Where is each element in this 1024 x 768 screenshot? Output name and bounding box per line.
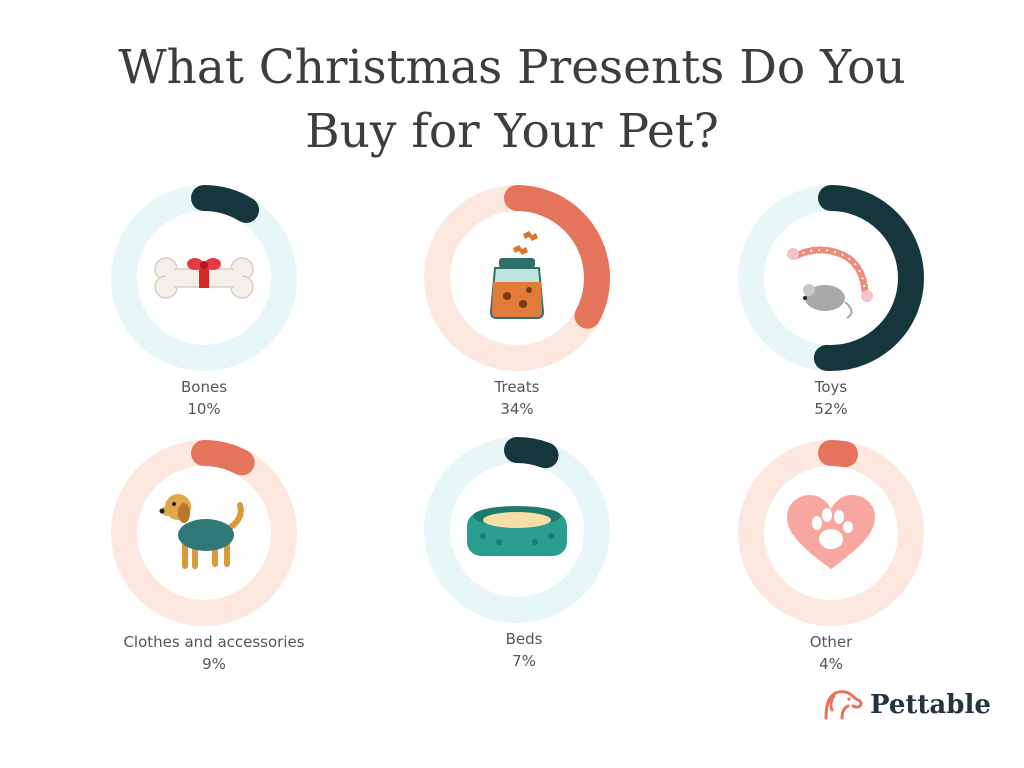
donut-arc-treats bbox=[424, 185, 610, 371]
category-name: Toys bbox=[814, 378, 848, 396]
donut-arc-clothes-and-accessories bbox=[111, 440, 297, 626]
donut-chart-beds bbox=[424, 437, 610, 623]
chart-title: What Christmas Presents Do You Buy for Y… bbox=[0, 36, 1024, 164]
category-label-clothes: Clothes and accessories 9% bbox=[64, 631, 364, 675]
rope-mouse-toy-icon bbox=[787, 246, 873, 319]
pet-bed-icon bbox=[467, 506, 567, 556]
donut-chart-treats bbox=[424, 185, 610, 371]
category-value: 52% bbox=[814, 400, 848, 418]
category-label-bones: Bones 10% bbox=[54, 376, 354, 420]
title-line-2: Buy for Your Pet? bbox=[305, 104, 719, 159]
category-value: 34% bbox=[500, 400, 534, 418]
pettable-logo: Pettable bbox=[822, 688, 991, 722]
category-label-toys: Toys 52% bbox=[681, 376, 981, 420]
heart-paw-icon bbox=[787, 495, 875, 569]
donut-chart-other bbox=[738, 440, 924, 626]
dog-head-logo-icon bbox=[824, 690, 863, 720]
category-value: 7% bbox=[512, 652, 536, 670]
donut-arc-bones bbox=[111, 185, 297, 371]
brand-name: Pettable bbox=[870, 690, 991, 720]
category-label-treats: Treats 34% bbox=[367, 376, 667, 420]
category-value: 10% bbox=[187, 400, 221, 418]
category-label-other: Other 4% bbox=[681, 631, 981, 675]
category-value: 4% bbox=[819, 655, 843, 673]
donut-toys bbox=[731, 178, 931, 378]
category-value: 9% bbox=[202, 655, 226, 673]
donut-arc-toys bbox=[738, 185, 924, 371]
donut-bones bbox=[104, 178, 304, 378]
donut-chart-clothes-and-accessories bbox=[111, 440, 297, 626]
donut-other bbox=[731, 433, 931, 633]
donut-chart-toys bbox=[738, 185, 924, 371]
category-name: Clothes and accessories bbox=[123, 633, 305, 651]
donut-clothes bbox=[104, 433, 304, 633]
category-name: Other bbox=[809, 633, 853, 651]
gift-bone-icon bbox=[154, 257, 254, 299]
category-name: Beds bbox=[505, 630, 543, 648]
category-name: Treats bbox=[494, 378, 540, 396]
title-line-1: What Christmas Presents Do You bbox=[118, 40, 906, 95]
category-name: Bones bbox=[180, 378, 228, 396]
donut-beds bbox=[417, 430, 617, 630]
donut-arc-beds bbox=[424, 437, 610, 623]
treat-jar-icon bbox=[489, 231, 545, 319]
donut-treats bbox=[417, 178, 617, 378]
donut-chart-bones bbox=[111, 185, 297, 371]
dog-sweater-icon bbox=[159, 494, 244, 569]
donut-arc-other bbox=[738, 440, 924, 626]
category-label-beds: Beds 7% bbox=[374, 628, 674, 672]
